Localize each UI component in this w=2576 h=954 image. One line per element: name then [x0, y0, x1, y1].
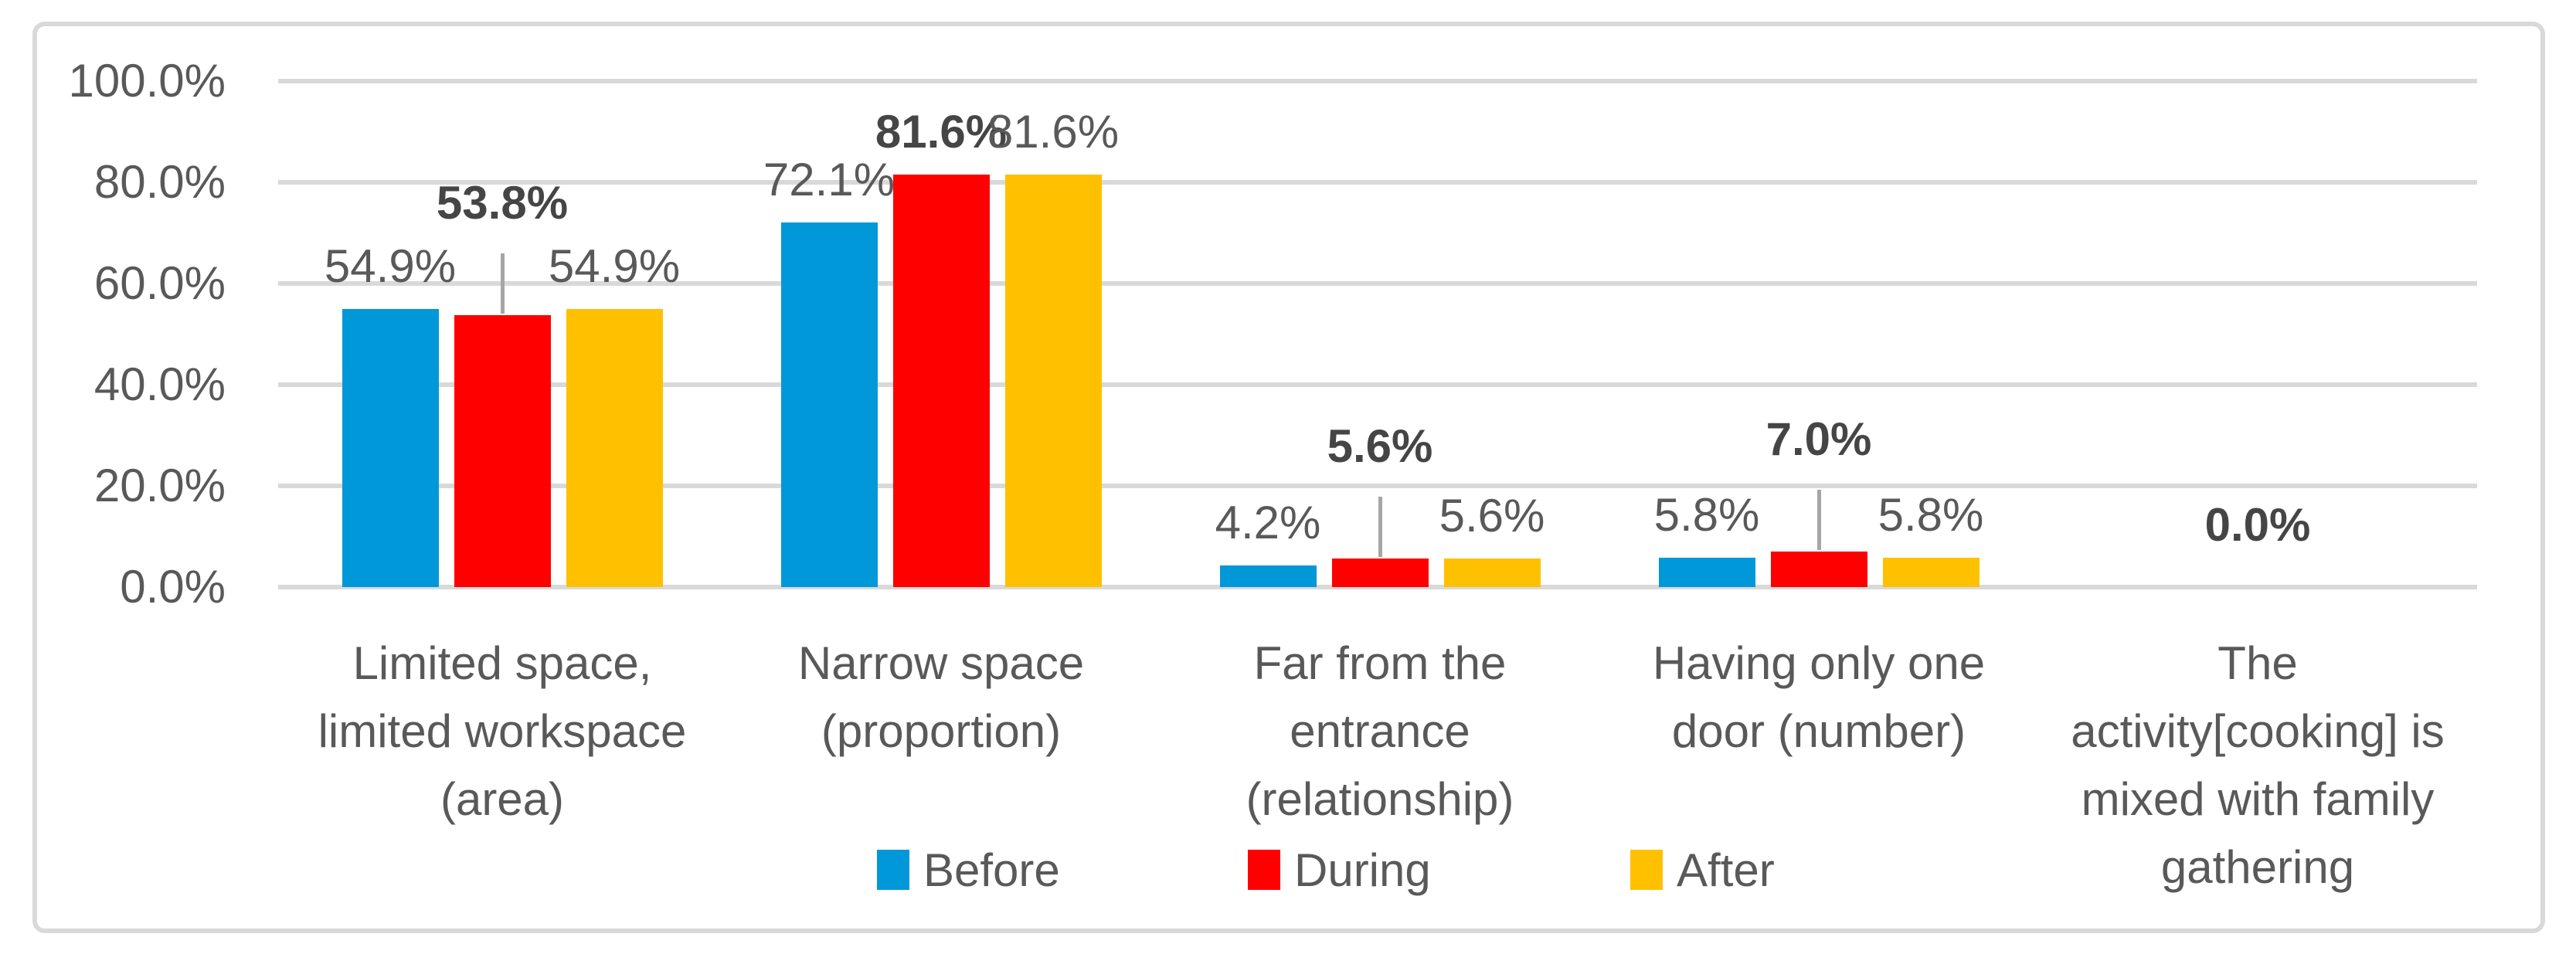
y-gridline: [278, 79, 2477, 83]
data-label: 54.9%: [324, 240, 457, 292]
legend-item-before: Before: [877, 844, 1060, 896]
during-series-swatch-icon: [1248, 850, 1280, 890]
label-leader-line: [1378, 497, 1382, 557]
category-axis-label: Having only one door (number): [1652, 637, 1986, 757]
legend-label-during: During: [1294, 844, 1431, 896]
bar-after: [1443, 558, 1541, 587]
y-gridline: [278, 585, 2477, 589]
bar-after: [1004, 175, 1102, 587]
data-label: 7.0%: [1765, 413, 1872, 465]
legend-item-after: After: [1630, 844, 1775, 896]
y-gridline: [278, 180, 2477, 185]
y-axis-tick-label: 80.0%: [93, 156, 226, 208]
y-gridline: [278, 484, 2477, 488]
data-label: 53.8%: [436, 177, 569, 229]
y-axis-tick-label: 40.0%: [93, 358, 226, 410]
bar-before: [1658, 558, 1755, 587]
data-label: 5.6%: [1327, 420, 1433, 472]
data-label: 0.0%: [2204, 499, 2311, 551]
label-leader-line: [1816, 490, 1821, 550]
y-gridline: [278, 281, 2477, 286]
data-label: 5.8%: [1878, 489, 1984, 541]
data-label: 81.6%: [875, 106, 1008, 158]
bar-during: [1331, 558, 1429, 587]
y-axis-tick-label: 100.0%: [68, 55, 226, 107]
data-label: 5.6%: [1439, 490, 1545, 542]
bar-during: [1770, 552, 1867, 587]
bar-before: [342, 309, 439, 587]
bar-during: [454, 315, 551, 587]
y-gridline: [278, 382, 2477, 387]
bar-before: [1219, 565, 1317, 587]
y-axis-tick-label: 20.0%: [93, 460, 226, 511]
label-leader-line: [500, 253, 505, 314]
category-axis-label: Limited space, limited workspace (area): [318, 637, 687, 825]
chart-plot-border: [32, 22, 2545, 933]
before-series-swatch-icon: [877, 850, 909, 890]
bar-during: [892, 175, 990, 587]
category-axis-label: Narrow space (proportion): [797, 637, 1085, 757]
legend-item-during: During: [1248, 844, 1431, 896]
data-label: 5.8%: [1653, 489, 1760, 541]
legend-label-after: After: [1677, 844, 1775, 896]
legend-label-before: Before: [923, 844, 1060, 896]
legend: Before During After: [0, 844, 2576, 896]
data-label: 72.1%: [763, 154, 895, 205]
data-label: 81.6%: [987, 106, 1120, 158]
data-label: 4.2%: [1215, 497, 1321, 548]
category-axis-label: The activity[cooking] is mixed with fami…: [2071, 637, 2445, 893]
bar-after: [1882, 558, 1980, 587]
y-axis-tick-label: 0.0%: [120, 561, 226, 613]
y-axis-tick-label: 60.0%: [93, 257, 226, 309]
bar-after: [566, 309, 663, 587]
category-axis-label: Far from the entrance (relationship): [1246, 637, 1514, 825]
after-series-swatch-icon: [1630, 850, 1663, 890]
data-label: 54.9%: [548, 240, 681, 292]
bar-before: [780, 222, 878, 587]
